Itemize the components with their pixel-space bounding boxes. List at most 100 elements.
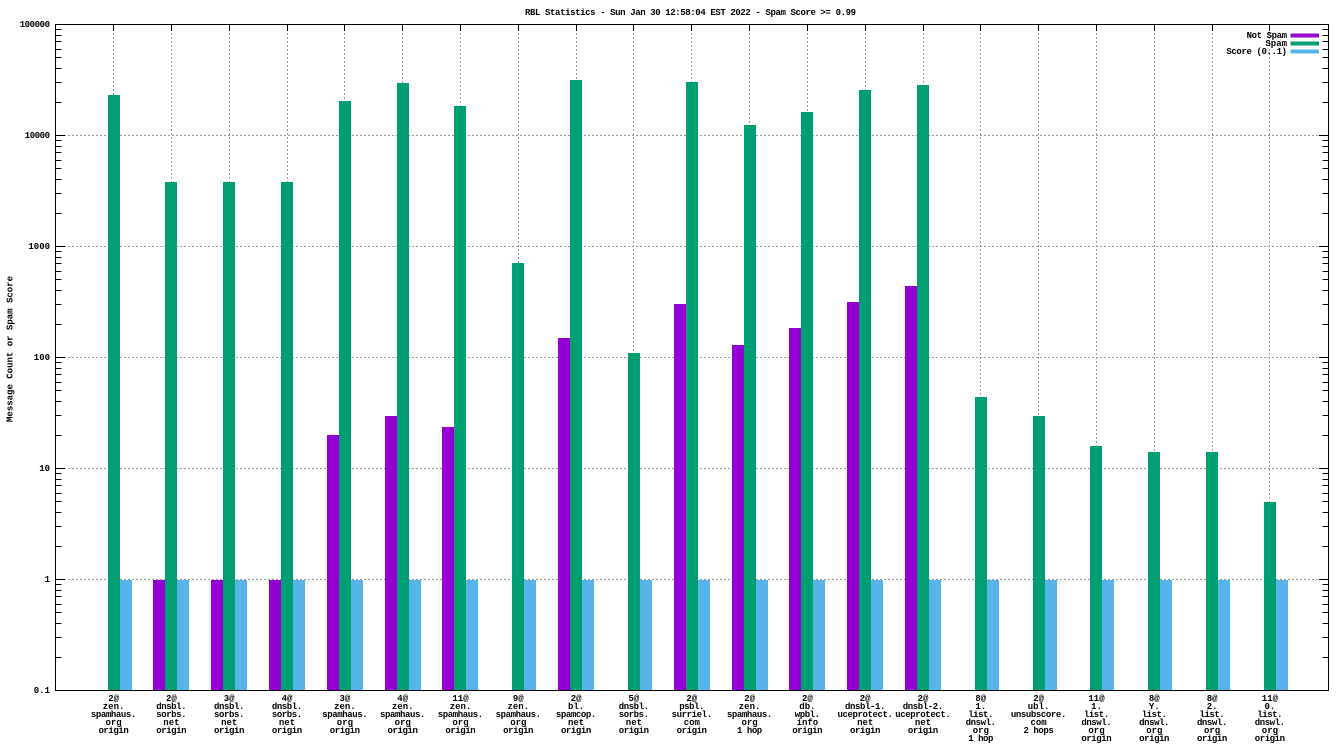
svg-text:origin: origin — [98, 726, 128, 736]
svg-text:spamhaus.: spamhaus. — [380, 710, 425, 720]
svg-text:net: net — [568, 718, 584, 728]
svg-text:1000: 1000 — [28, 242, 50, 252]
svg-text:dnsbl.: dnsbl. — [156, 702, 186, 712]
svg-text:4@: 4@ — [397, 694, 408, 704]
svg-text:zen.: zen. — [450, 702, 472, 712]
svg-text:spamhaus.: spamhaus. — [438, 710, 483, 720]
svg-text:net: net — [915, 718, 931, 728]
svg-text:unsubscore.: unsubscore. — [1011, 710, 1067, 720]
svg-text:psbl.: psbl. — [679, 702, 704, 712]
svg-text:2.: 2. — [1207, 702, 1218, 712]
svg-text:2 hops: 2 hops — [1023, 726, 1053, 736]
svg-text:2@: 2@ — [860, 694, 871, 704]
svg-text:origin: origin — [445, 726, 475, 736]
svg-text:spamhaus.: spamhaus. — [91, 710, 136, 720]
svg-text:spamhaus.: spamhaus. — [322, 710, 367, 720]
svg-text:spamhaus.: spamhaus. — [496, 710, 541, 720]
svg-text:Spam: Spam — [1265, 39, 1287, 49]
svg-text:surriel.: surriel. — [672, 710, 712, 720]
svg-text:origin: origin — [388, 726, 418, 736]
svg-text:list.: list. — [1257, 710, 1282, 720]
svg-text:zen.: zen. — [507, 702, 529, 712]
svg-text:dnsbl-1.: dnsbl-1. — [845, 702, 885, 712]
svg-text:2@: 2@ — [686, 694, 697, 704]
svg-text:9@: 9@ — [513, 694, 524, 704]
svg-text:org: org — [452, 718, 468, 728]
svg-text:0.: 0. — [1264, 702, 1275, 712]
svg-text:dnswl.: dnswl. — [1139, 718, 1169, 728]
svg-text:RBL Statistics - Sun Jan 30 12: RBL Statistics - Sun Jan 30 12:58:04 EST… — [525, 8, 856, 18]
svg-text:origin: origin — [792, 726, 822, 736]
svg-text:uceprotect.: uceprotect. — [837, 710, 893, 720]
svg-text:dnsbl.: dnsbl. — [619, 702, 649, 712]
svg-text:net: net — [857, 718, 873, 728]
svg-text:sorbs.: sorbs. — [214, 710, 244, 720]
svg-text:net: net — [163, 718, 179, 728]
svg-text:zen.: zen. — [392, 702, 414, 712]
svg-text:origin: origin — [156, 726, 186, 736]
svg-text:ubl.: ubl. — [1028, 702, 1050, 712]
svg-text:list.: list. — [1200, 710, 1225, 720]
svg-text:11@: 11@ — [1262, 694, 1279, 704]
svg-text:1 hop: 1 hop — [968, 734, 993, 744]
svg-text:1.: 1. — [975, 702, 986, 712]
svg-text:zen.: zen. — [103, 702, 125, 712]
svg-text:info: info — [797, 718, 819, 728]
svg-text:origin: origin — [214, 726, 244, 736]
svg-text:dnsbl.: dnsbl. — [214, 702, 244, 712]
svg-text:org: org — [105, 718, 121, 728]
svg-text:1: 1 — [45, 575, 51, 585]
svg-text:com: com — [1030, 718, 1047, 728]
svg-text:org: org — [337, 718, 353, 728]
svg-text:origin: origin — [503, 726, 533, 736]
svg-text:wpbl.: wpbl. — [795, 710, 820, 720]
svg-text:origin: origin — [850, 726, 880, 736]
svg-text:bl.: bl. — [568, 702, 584, 712]
svg-text:2@: 2@ — [166, 694, 177, 704]
svg-text:dnswl.: dnswl. — [1255, 718, 1285, 728]
svg-text:2@: 2@ — [802, 694, 813, 704]
svg-text:11@: 11@ — [452, 694, 469, 704]
svg-text:2@: 2@ — [918, 694, 929, 704]
svg-text:100: 100 — [34, 353, 50, 363]
svg-text:3@: 3@ — [339, 694, 350, 704]
svg-text:5@: 5@ — [628, 694, 639, 704]
svg-text:list.: list. — [1142, 710, 1167, 720]
svg-text:org: org — [741, 718, 757, 728]
svg-text:dnswl.: dnswl. — [1081, 718, 1111, 728]
svg-text:dnsbl.: dnsbl. — [272, 702, 302, 712]
svg-text:org: org — [1204, 726, 1220, 736]
svg-text:org: org — [1088, 726, 1104, 736]
svg-text:origin: origin — [1081, 734, 1111, 744]
svg-text:list.: list. — [968, 710, 993, 720]
svg-text:0.1: 0.1 — [34, 686, 51, 696]
svg-text:origin: origin — [1255, 734, 1285, 744]
svg-text:2@: 2@ — [108, 694, 119, 704]
svg-text:3@: 3@ — [224, 694, 235, 704]
svg-text:4@: 4@ — [282, 694, 293, 704]
svg-text:Not Spam: Not Spam — [1247, 31, 1288, 41]
svg-text:11@: 11@ — [1088, 694, 1105, 704]
svg-text:origin: origin — [619, 726, 649, 736]
svg-text:origin: origin — [272, 726, 302, 736]
svg-text:origin: origin — [908, 726, 938, 736]
svg-text:sorbs.: sorbs. — [272, 710, 302, 720]
svg-text:2@: 2@ — [1033, 694, 1044, 704]
svg-text:uceprotect.: uceprotect. — [895, 710, 951, 720]
svg-text:net: net — [221, 718, 237, 728]
svg-text:dnswl.: dnswl. — [966, 718, 996, 728]
svg-text:db.: db. — [799, 702, 815, 712]
svg-text:origin: origin — [677, 726, 707, 736]
svg-text:Score (0..1): Score (0..1) — [1226, 47, 1287, 57]
svg-text:10000: 10000 — [25, 131, 50, 141]
svg-text:sorbs.: sorbs. — [156, 710, 186, 720]
svg-text:org: org — [1262, 726, 1278, 736]
svg-text:net: net — [626, 718, 642, 728]
svg-text:8@: 8@ — [1149, 694, 1160, 704]
svg-text:1.: 1. — [1091, 702, 1102, 712]
svg-text:spamhaus.: spamhaus. — [727, 710, 772, 720]
svg-text:net: net — [279, 718, 295, 728]
svg-text:100000: 100000 — [20, 20, 50, 30]
svg-text:com: com — [684, 718, 701, 728]
svg-text:zen.: zen. — [739, 702, 761, 712]
